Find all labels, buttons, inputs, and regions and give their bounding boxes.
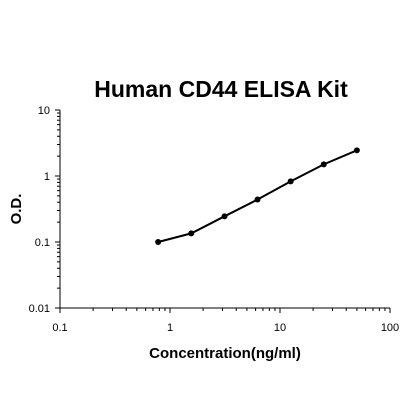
- data-point: [287, 178, 294, 185]
- x-tick-label: 1: [167, 322, 173, 334]
- x-tick-label: 0.1: [52, 322, 67, 334]
- y-axis-label: O.D.: [8, 194, 25, 225]
- chart-title: Human CD44 ELISA Kit: [94, 76, 348, 102]
- data-point: [353, 147, 360, 154]
- data-point: [221, 213, 228, 220]
- x-tick-label: 100: [381, 322, 399, 334]
- plot-area: [155, 147, 360, 245]
- data-point: [254, 196, 261, 203]
- data-point: [188, 230, 195, 237]
- y-tick-label: 10: [38, 105, 50, 117]
- y-tick-label: 1: [44, 171, 50, 183]
- series-line: [157, 149, 358, 243]
- data-point: [155, 239, 162, 245]
- axes: [59, 110, 390, 309]
- x-axis-label: Concentration(ng/ml): [149, 345, 301, 362]
- y-tick-label: 0.1: [35, 237, 50, 249]
- x-tick-label: 10: [274, 322, 286, 334]
- y-tick-label: 0.01: [29, 303, 50, 315]
- data-point: [320, 161, 327, 168]
